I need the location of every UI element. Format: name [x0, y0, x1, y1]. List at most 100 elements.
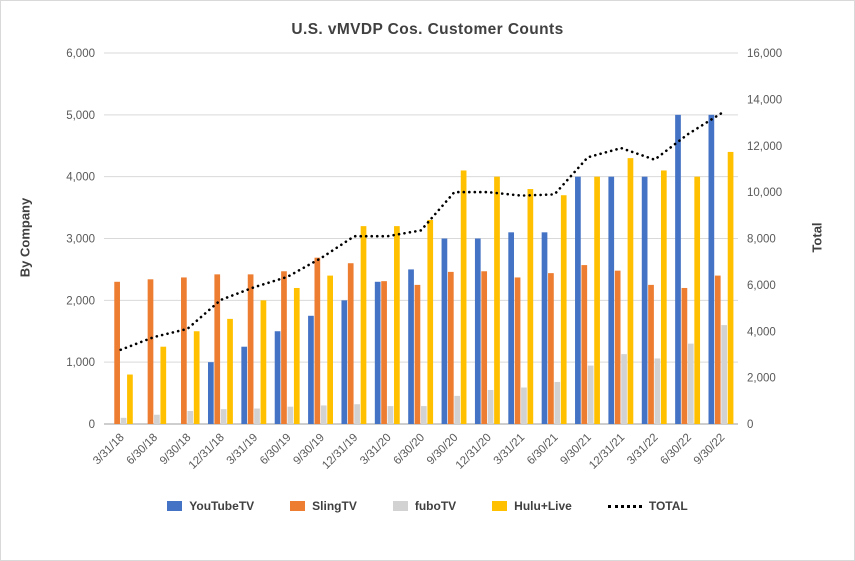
- right-axis-tick-label: 12,000: [747, 141, 782, 153]
- bar-hulu-live: [660, 170, 667, 424]
- bar-fubotv: [554, 381, 561, 424]
- x-axis-label: 6/30/18: [125, 432, 161, 468]
- legend-label: Hulu+Live: [514, 499, 572, 513]
- bar-hulu-live: [427, 219, 434, 424]
- bar-hulu-live: [727, 151, 734, 424]
- bar-fubotv: [287, 406, 294, 424]
- x-axis-label: 12/31/20: [454, 432, 494, 472]
- bar-fubotv: [254, 408, 260, 424]
- right-axis-tick-label: 8,000: [747, 234, 776, 246]
- bar-slingtv: [681, 287, 688, 424]
- bar-youtubetv: [474, 238, 481, 424]
- bar-fubotv: [220, 409, 227, 424]
- legend-item-slingtv: SlingTV: [290, 499, 357, 513]
- bar-fubotv: [387, 406, 394, 424]
- legend-item-hulu-live: Hulu+Live: [492, 499, 572, 513]
- bar-youtubetv: [508, 232, 515, 424]
- x-axis-label: 6/30/22: [658, 432, 694, 468]
- bar-hulu-live: [260, 300, 267, 424]
- bar-youtubetv: [575, 176, 581, 424]
- legend-item-youtubetv: YouTubeTV: [167, 499, 254, 513]
- bar-hulu-live: [127, 374, 133, 424]
- bar-slingtv: [581, 265, 588, 424]
- bar-fubotv: [687, 343, 694, 424]
- x-axis-label: 3/31/21: [492, 432, 528, 468]
- bar-hulu-live: [160, 346, 167, 424]
- chart-legend: YouTubeTV SlingTV fuboTV Hulu+Live TOTAL: [1, 499, 854, 513]
- bar-youtubetv: [641, 176, 648, 424]
- bar-slingtv: [614, 270, 621, 424]
- legend-dotted-line-icon: [607, 504, 642, 508]
- bar-fubotv: [120, 417, 127, 424]
- bar-hulu-live: [394, 226, 400, 424]
- bar-youtubetv: [308, 315, 314, 424]
- bar-youtubetv: [374, 281, 381, 424]
- legend-label: fuboTV: [414, 499, 457, 513]
- bar-slingtv: [447, 271, 454, 424]
- bar-slingtv: [314, 257, 321, 424]
- x-axis-label: 6/30/20: [392, 432, 428, 468]
- bar-hulu-live: [327, 275, 333, 424]
- bar-youtubetv: [541, 232, 548, 424]
- left-axis-tick-label: 5,000: [66, 110, 95, 122]
- left-axis-tick-label: 2,000: [66, 295, 95, 307]
- right-axis-tick-label: 16,000: [747, 48, 782, 60]
- bar-slingtv: [114, 281, 120, 424]
- bar-fubotv: [654, 358, 661, 424]
- x-axis-label: 6/30/21: [525, 432, 561, 468]
- legend-label: YouTubeTV: [189, 499, 255, 513]
- x-axis-label: 6/30/19: [258, 432, 294, 468]
- bar-hulu-live: [360, 226, 367, 424]
- bar-slingtv: [214, 274, 221, 424]
- bar-youtubetv: [274, 331, 281, 424]
- x-axis-label: 3/31/18: [91, 432, 127, 468]
- legend-swatch-icon: [392, 501, 408, 511]
- bar-slingtv: [548, 273, 554, 424]
- legend-label: TOTAL: [648, 499, 688, 513]
- bar-fubotv: [320, 405, 327, 424]
- bar-fubotv: [721, 325, 728, 424]
- legend-swatch-icon: [167, 501, 183, 511]
- bar-slingtv: [281, 271, 287, 424]
- bar-fubotv: [187, 411, 194, 424]
- right-axis-tick-label: 4,000: [747, 326, 776, 338]
- bar-slingtv: [181, 277, 187, 424]
- bar-hulu-live: [460, 170, 467, 424]
- bar-slingtv: [481, 271, 488, 424]
- bar-slingtv: [414, 284, 421, 425]
- x-axis-label: 3/31/20: [358, 432, 394, 468]
- left-axis-tick-label: 6,000: [66, 48, 95, 60]
- left-axis-tick-label: 3,000: [66, 234, 95, 246]
- bar-slingtv: [514, 277, 521, 424]
- bar-fubotv: [454, 395, 461, 424]
- x-axis-label: 12/31/19: [320, 432, 360, 472]
- legend-item-total: TOTAL: [607, 499, 688, 513]
- x-axis-label: 12/31/21: [587, 432, 627, 472]
- bar-hulu-live: [627, 158, 634, 424]
- x-axis-label: 9/30/22: [692, 432, 728, 468]
- bar-youtubetv: [408, 269, 414, 424]
- bar-fubotv: [587, 365, 594, 424]
- bar-fubotv: [421, 406, 427, 424]
- bar-hulu-live: [560, 195, 567, 424]
- total-line: [119, 112, 723, 352]
- bar-slingtv: [648, 284, 654, 425]
- legend-swatch-icon: [492, 501, 508, 511]
- right-axis-tick-label: 14,000: [747, 94, 782, 106]
- right-axis-tick-label: 2,000: [747, 373, 776, 385]
- bar-hulu-live: [527, 189, 534, 424]
- bar-hulu-live: [594, 176, 600, 424]
- bar-slingtv: [381, 281, 387, 424]
- bar-fubotv: [154, 414, 160, 425]
- bar-hulu-live: [694, 176, 701, 424]
- bar-youtubetv: [675, 114, 681, 424]
- bar-slingtv: [347, 263, 354, 424]
- bar-slingtv: [247, 274, 254, 424]
- bar-slingtv: [714, 275, 721, 424]
- bar-youtubetv: [341, 300, 348, 424]
- bar-fubotv: [354, 404, 360, 424]
- bar-fubotv: [521, 387, 527, 424]
- left-axis-tick-label: 0: [89, 419, 95, 431]
- left-axis-tick-label: 1,000: [66, 357, 95, 369]
